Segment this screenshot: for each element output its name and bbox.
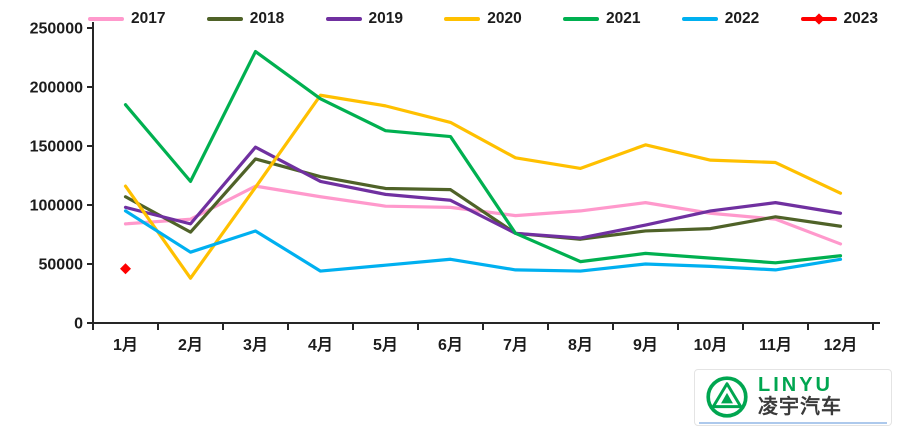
- legend-label-2021: 2021: [606, 10, 641, 27]
- y-tick-label: 150000: [30, 139, 83, 156]
- legend-diamond-icon: [812, 13, 825, 25]
- legend-label-2018: 2018: [249, 10, 285, 27]
- x-axis-label: 11月: [759, 336, 792, 354]
- x-axis-label: 10月: [694, 336, 728, 354]
- legend-item-2022: 2022: [681, 10, 760, 27]
- legend-item-2018: 2018: [206, 10, 285, 27]
- legend-swatch-2020: [444, 17, 481, 21]
- series-line-2018: [123, 157, 843, 241]
- series-line-2019: [123, 145, 843, 240]
- legend-label-2017: 2017: [131, 10, 166, 27]
- legend-item-2017: 2017: [88, 11, 165, 27]
- y-tick-label: 0: [74, 316, 83, 333]
- x-axis-label: 6月: [438, 336, 463, 354]
- legend-label-2023: 2023: [843, 10, 878, 27]
- legend-swatch-2017: [88, 17, 124, 21]
- linyu-logo: LINYU 凌宇汽车: [694, 369, 892, 426]
- x-axis-label: 7月: [503, 336, 528, 354]
- x-axis-label: 9月: [633, 336, 658, 354]
- chart-legend: 2017 2018 2019 2020 2021 2022 2023: [88, 11, 878, 27]
- legend-item-2020: 2020: [444, 10, 522, 27]
- legend-label-2019: 2019: [368, 10, 403, 27]
- legend-item-2021: 2021: [563, 11, 640, 27]
- y-tick-label: 250000: [30, 21, 83, 38]
- legend-swatch-2023: [800, 13, 837, 25]
- x-axis-label: 5月: [373, 336, 398, 354]
- legend-swatch-2018: [206, 17, 243, 21]
- x-axis-label: 4月: [308, 336, 333, 354]
- logo-text-block: LINYU 凌宇汽车: [758, 373, 842, 418]
- emblem-inner-triangle: [721, 392, 733, 403]
- legend-label-2022: 2022: [724, 10, 760, 27]
- legend-label-2020: 2020: [487, 10, 522, 27]
- legend-swatch-2022: [681, 17, 718, 21]
- legend-item-2023: 2023: [800, 10, 878, 27]
- logo-chinese-text: 凌宇汽车: [758, 395, 842, 418]
- logo-latin-text: LINYU: [758, 373, 833, 396]
- linyu-emblem-icon: [706, 375, 748, 418]
- series-marker-2023: [120, 263, 131, 275]
- x-axis-label: 1月: [113, 336, 138, 354]
- y-tick-label: 50000: [39, 257, 84, 274]
- y-tick-label: 200000: [30, 80, 83, 97]
- y-tick-label: 100000: [30, 198, 83, 215]
- x-axis-label: 2月: [178, 336, 203, 354]
- x-axis-label: 3月: [243, 336, 268, 354]
- legend-swatch-2019: [325, 17, 362, 21]
- series-line-2020: [123, 93, 843, 280]
- x-axis-label: 8月: [568, 336, 593, 354]
- series-line-2021: [123, 49, 843, 265]
- legend-item-2019: 2019: [325, 10, 403, 27]
- series-line-2022: [123, 209, 843, 273]
- legend-swatch-2021: [563, 17, 599, 21]
- x-axis-label: 12月: [824, 336, 858, 354]
